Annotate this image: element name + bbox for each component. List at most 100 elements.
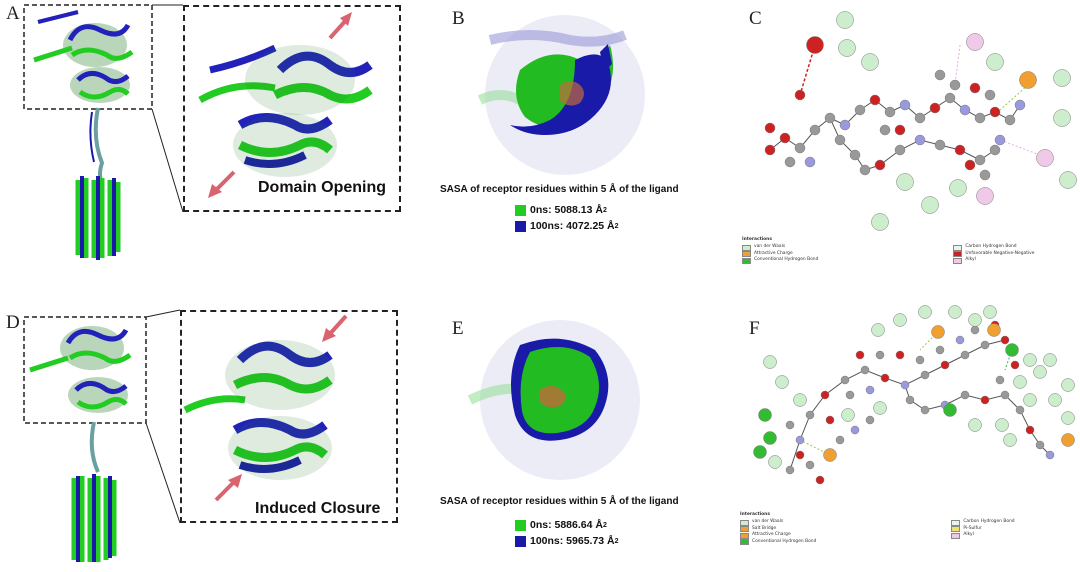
sasa-title-b: SASA of receptor residues within 5 Å of … — [440, 184, 679, 195]
atom — [834, 134, 846, 146]
arrow-opening-up — [328, 12, 352, 40]
atom — [785, 420, 795, 430]
atom — [894, 144, 906, 156]
arrow-closure-down — [322, 314, 348, 342]
residue-disk — [986, 53, 1004, 71]
atom — [859, 164, 871, 176]
atom — [784, 156, 796, 168]
legend-item: Carbon Hydrogen Bond — [963, 519, 1015, 525]
atom — [795, 450, 805, 460]
legend-item: Alkyl — [963, 532, 974, 538]
surface-structure-e — [467, 320, 640, 480]
residue-disk — [861, 53, 879, 71]
residues-f — [753, 305, 1075, 469]
atom — [915, 355, 925, 365]
residue-disk — [966, 33, 984, 51]
atom — [984, 89, 996, 101]
atom — [820, 390, 830, 400]
residue-disk — [763, 355, 777, 369]
residue-disk — [968, 418, 982, 432]
residue-disk — [987, 323, 1001, 337]
legend-item: Conventional Hydrogen Bond — [754, 257, 819, 263]
residue-disk — [921, 196, 939, 214]
atom — [764, 144, 776, 156]
atom — [815, 475, 825, 485]
atom — [954, 144, 966, 156]
atom — [940, 360, 950, 370]
atom — [824, 112, 836, 124]
atom — [895, 350, 905, 360]
atom — [1015, 405, 1025, 415]
surface-structure-b — [477, 15, 645, 175]
legend-item: Attractive Charge — [752, 532, 791, 538]
atom — [934, 69, 946, 81]
atom — [860, 365, 870, 375]
atom — [935, 345, 945, 355]
atom — [795, 435, 805, 445]
residue-disk — [753, 445, 767, 459]
legend-item: Pi-Sulfur — [963, 525, 982, 531]
residue-disk — [1003, 433, 1017, 447]
atom — [970, 325, 980, 335]
atom — [1004, 114, 1016, 126]
atom — [899, 99, 911, 111]
atom — [964, 159, 976, 171]
legend-item: Attractive Charge — [754, 250, 793, 256]
legend-item: Alkyl — [965, 257, 976, 263]
residue-disk — [1061, 378, 1075, 392]
residue-disk — [1023, 353, 1037, 367]
atom — [949, 79, 961, 91]
atom — [805, 410, 815, 420]
atom — [854, 104, 866, 116]
atom — [825, 415, 835, 425]
atom — [794, 89, 806, 101]
residue-disk — [949, 179, 967, 197]
legend-label: 100ns: 5965.73 Å — [530, 535, 615, 547]
atom — [840, 375, 850, 385]
residue-disk — [1036, 149, 1054, 167]
legend-item: Carbon Hydrogen Bond — [965, 244, 1017, 250]
atom — [849, 149, 861, 161]
protein-structure-d — [23, 316, 147, 562]
legend-label: 100ns: 4072.25 Å — [530, 220, 615, 232]
atom — [979, 169, 991, 181]
atom — [855, 350, 865, 360]
legend-sup: 2 — [614, 222, 619, 230]
residues-c — [806, 11, 1077, 231]
residue-disk — [1053, 109, 1071, 127]
atom — [1025, 425, 1035, 435]
panel-letter-f: F — [749, 318, 760, 339]
residue-disk — [775, 375, 789, 389]
panel-letter-a: A — [6, 3, 20, 24]
atom — [920, 405, 930, 415]
atom — [944, 92, 956, 104]
atom — [980, 395, 990, 405]
residue-disk — [1053, 69, 1071, 87]
zoom-caption-d: Induced Closure — [255, 500, 381, 517]
atom — [779, 132, 791, 144]
atom — [989, 144, 1001, 156]
residue-disk — [1019, 71, 1037, 89]
residue-disk — [931, 325, 945, 339]
residue-disk — [983, 305, 997, 319]
residue-disk — [871, 323, 885, 337]
residue-disk — [1013, 375, 1027, 389]
residue-disk — [968, 313, 982, 327]
zoom-caption-a: Domain Opening — [258, 179, 386, 196]
residue-disk — [1043, 353, 1057, 367]
atom — [884, 106, 896, 118]
atom — [850, 425, 860, 435]
legend-sup: 2 — [602, 206, 607, 214]
atom — [835, 435, 845, 445]
swatch-blue — [515, 535, 526, 547]
atom — [809, 124, 821, 136]
atom — [929, 102, 941, 114]
residue-disk — [943, 403, 957, 417]
residue-disk — [948, 305, 962, 319]
legend-item: Unfavorable Negative-Negative — [965, 250, 1035, 256]
residue-disk — [976, 187, 994, 205]
panel-letter-e: E — [452, 318, 464, 339]
interaction-legend-c: Interactions van der Waals Attractive Ch… — [742, 237, 1035, 264]
atom — [875, 350, 885, 360]
